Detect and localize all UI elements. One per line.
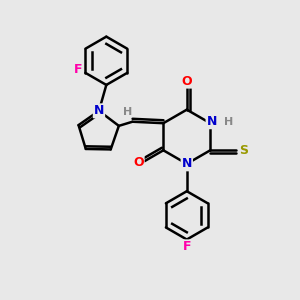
Text: F: F — [183, 240, 191, 254]
Text: N: N — [94, 104, 104, 117]
Text: S: S — [239, 144, 248, 157]
Text: H: H — [123, 107, 133, 117]
Text: O: O — [182, 75, 192, 88]
Text: N: N — [206, 115, 217, 128]
Text: H: H — [224, 117, 233, 127]
Text: N: N — [182, 157, 192, 170]
Text: O: O — [133, 156, 144, 169]
Text: F: F — [74, 63, 82, 76]
